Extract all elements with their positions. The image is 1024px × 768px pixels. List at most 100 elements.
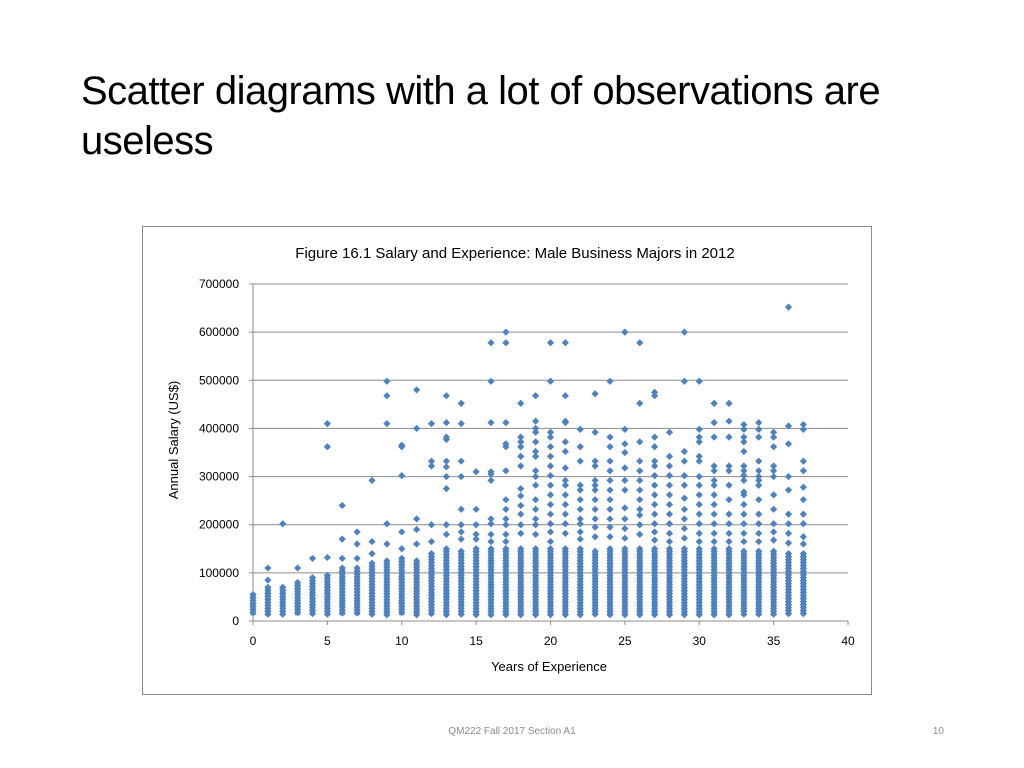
dense-band [442,545,450,619]
data-point [651,433,659,441]
data-point [546,377,555,385]
data-point [710,433,718,441]
data-point [576,457,584,465]
data-point [427,610,436,618]
data-point [695,457,703,465]
dense-band [532,545,540,619]
data-point [546,428,555,436]
data-point [784,539,793,547]
x-tick-label: 25 [618,634,632,648]
dense-band [323,571,331,618]
data-point [740,476,748,485]
dense-band [472,545,480,619]
data-point [532,438,540,446]
data-point [427,420,436,428]
data-point [636,438,644,446]
data-point [621,425,629,433]
data-point [517,501,525,510]
data-point [502,521,510,529]
data-point [591,496,599,504]
data-point [472,535,480,543]
y-tick-label: 300000 [199,470,239,484]
y-tick-labels: 0 100000 200000 300000 400000 500000 600000 700… [199,277,239,628]
data-point [487,611,495,619]
data-point [636,496,644,504]
data-point [561,476,569,485]
data-point [606,443,614,451]
data-point [665,510,674,518]
data-point [606,611,614,619]
data-point [621,534,629,542]
data-point [546,443,555,451]
data-point [487,419,495,427]
data-point [799,483,807,491]
data-point [561,447,569,456]
data-point [472,468,480,476]
data-point [561,529,569,537]
data-point [799,467,807,475]
data-point [517,485,525,493]
data-point [665,500,674,509]
data-point [561,419,569,427]
x-tick-label: 35 [767,634,781,648]
data-point [561,392,569,400]
y-axis-title: Annual Salary (US$) [166,381,181,500]
data-point [680,328,688,336]
dense-band [621,545,629,619]
data-point [636,457,644,465]
data-point [621,448,629,457]
data-point [651,520,659,528]
data-point [532,472,540,481]
data-point [770,610,778,618]
x-tick-label: 15 [469,634,483,648]
data-point [517,452,525,460]
data-point [755,537,763,546]
data-point [680,524,688,533]
data-point [576,443,584,451]
data-point [651,500,659,509]
data-point [591,505,599,513]
x-tick-label: 0 [250,634,257,648]
data-point [710,500,718,509]
data-point [517,492,525,500]
data-point [383,520,391,528]
dense-band [308,574,317,618]
data-point [740,610,748,618]
data-point [665,529,674,537]
data-point [695,611,703,619]
data-point [770,536,778,544]
data-point [561,500,569,509]
data-point [755,433,763,441]
data-point [427,537,436,546]
dense-band [546,545,555,619]
y-tick-label: 100000 [199,566,239,580]
data-point [517,521,525,529]
data-point [279,610,287,618]
data-point [546,520,555,528]
data-point [427,521,436,529]
data-point [695,510,703,518]
data-point [502,328,510,336]
data-point [383,377,391,385]
dense-band [398,554,406,617]
dense-band [695,545,703,619]
data-point [740,420,748,429]
data-point [755,520,763,528]
dense-band [576,545,584,619]
data-point [517,611,525,619]
dense-band [457,547,465,618]
data-point [487,476,495,485]
data-point [502,611,510,619]
data-point [591,533,599,541]
data-point [695,472,703,481]
data-point [725,611,733,619]
data-point [576,425,584,433]
data-point [576,535,584,543]
data-point [413,525,421,534]
data-point [383,392,391,400]
data-point [606,377,614,385]
data-point [338,501,346,510]
data-point [576,486,584,494]
data-point [755,510,763,518]
data-point [546,472,555,480]
